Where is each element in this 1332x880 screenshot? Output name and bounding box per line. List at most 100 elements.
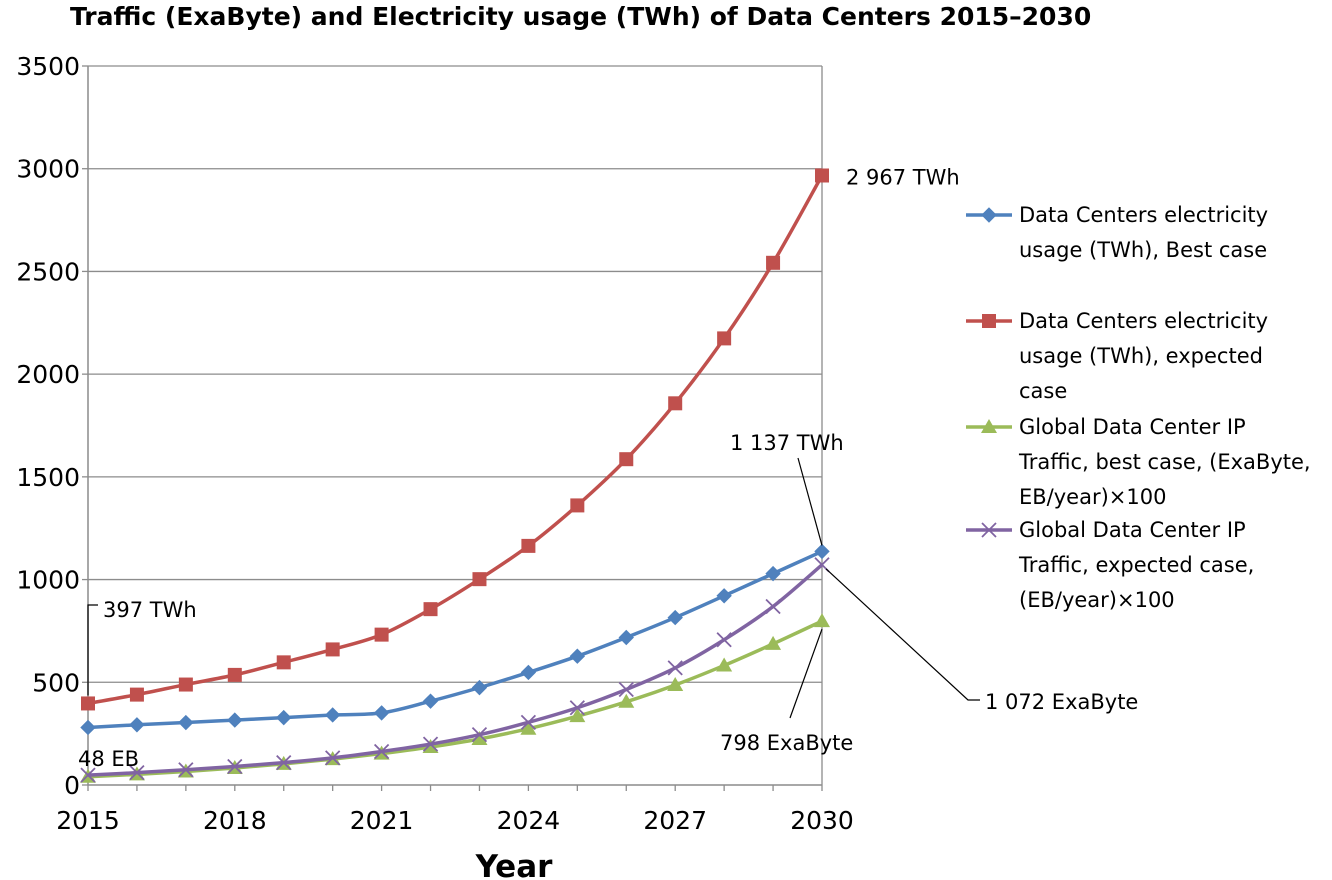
data-point xyxy=(716,632,732,648)
data-point xyxy=(276,754,292,771)
marker-stroke xyxy=(981,522,997,538)
data-point xyxy=(619,452,634,467)
data-point xyxy=(325,750,341,766)
data-point xyxy=(569,648,586,664)
y-tick-label: 3500 xyxy=(16,52,80,81)
data-point xyxy=(766,255,781,270)
x-tick-label: 2021 xyxy=(350,806,414,835)
data-point xyxy=(423,602,438,617)
legend-label: Data Centers electricity xyxy=(1019,309,1268,333)
data-point xyxy=(374,627,389,642)
annotation-leader xyxy=(825,568,980,701)
data-point xyxy=(814,613,830,628)
data-point xyxy=(129,717,145,733)
legend-swatch-marker xyxy=(982,314,996,328)
series-line xyxy=(87,563,824,777)
marker-stroke xyxy=(814,557,830,573)
data-point xyxy=(569,708,586,723)
x-axis-ticks: 2015 2018 2021 2024 2027 2030 xyxy=(56,806,854,835)
series-line xyxy=(87,619,823,779)
data-point xyxy=(765,565,781,582)
data-point xyxy=(422,693,439,709)
marker-stroke xyxy=(471,727,488,743)
marker-stroke xyxy=(667,660,683,676)
series-2 xyxy=(81,168,829,711)
data-point xyxy=(765,598,781,615)
data-point xyxy=(520,664,537,681)
data-point xyxy=(324,707,341,723)
x-axis-label: Year xyxy=(475,849,554,880)
data-point xyxy=(667,676,684,691)
data-point xyxy=(129,687,144,702)
y-tick-label: 0 xyxy=(64,771,80,800)
marker-stroke xyxy=(569,700,585,716)
legend-label: Data Centers electricity xyxy=(1019,203,1268,227)
data-point xyxy=(716,657,733,672)
y-tick-label: 3000 xyxy=(16,155,80,184)
legend-entry-1: Data Centers electricity usage (TWh), Bes… xyxy=(966,203,1268,262)
data-point xyxy=(814,543,830,560)
data-point xyxy=(422,738,439,753)
annotation-leader xyxy=(87,604,98,696)
annotation-layer: 2 967 TWh 1 137 TWh 397 TWh 1 072 ExaByte 79… xyxy=(78,165,1138,771)
x-tick-label: 2027 xyxy=(643,806,707,835)
annotation-leader xyxy=(797,457,823,546)
x-tick-label: 2024 xyxy=(497,806,561,835)
x-tick-label: 2018 xyxy=(203,806,267,835)
data-point xyxy=(227,758,243,775)
marker-stroke xyxy=(178,762,194,778)
legend-label: case xyxy=(1019,379,1067,403)
data-point xyxy=(227,712,243,728)
legend-swatch-marker xyxy=(981,207,997,223)
data-point xyxy=(471,679,488,696)
data-point xyxy=(570,498,585,513)
x-tick-label: 2015 xyxy=(56,806,120,835)
data-point xyxy=(667,660,683,676)
data-point xyxy=(472,572,487,587)
annotation-label: 1 137 TWh xyxy=(730,431,844,455)
data-point xyxy=(716,588,732,604)
marker-stroke xyxy=(520,714,537,730)
data-point xyxy=(618,629,634,646)
y-tick-label: 2500 xyxy=(16,257,80,286)
data-point xyxy=(520,714,537,730)
data-point xyxy=(471,730,488,745)
marker-stroke xyxy=(716,632,732,648)
annotation-label: 1 072 ExaByte xyxy=(985,690,1138,714)
data-point xyxy=(276,655,291,670)
data-point xyxy=(373,705,390,721)
grid xyxy=(88,65,823,785)
data-point xyxy=(422,736,439,752)
y-tick-label: 1500 xyxy=(16,463,80,492)
legend-label: usage (TWh), Best case xyxy=(1019,238,1267,262)
series-line xyxy=(87,549,823,730)
legend-label: usage (TWh), expected xyxy=(1019,344,1263,368)
data-point xyxy=(276,709,292,726)
data-point xyxy=(373,743,390,760)
marker-stroke xyxy=(80,767,96,783)
x-tick-label: 2030 xyxy=(790,806,854,835)
series-layer xyxy=(80,168,830,783)
data-point xyxy=(178,677,193,692)
marker-stroke xyxy=(129,765,145,781)
data-point xyxy=(668,396,683,411)
annotation-label: 397 TWh xyxy=(103,598,197,622)
legend: Data Centers electricity usage (TWh), Bes… xyxy=(966,203,1311,612)
y-tick-label: 1000 xyxy=(16,566,80,595)
data-point xyxy=(227,667,242,682)
annotation-leader xyxy=(789,628,823,719)
legend-label: (EB/year)×100 xyxy=(1019,588,1175,612)
data-point xyxy=(618,693,635,708)
data-point xyxy=(81,696,95,711)
data-point xyxy=(178,762,194,778)
data-point xyxy=(717,331,732,346)
data-point xyxy=(471,727,488,743)
marker-stroke xyxy=(227,758,243,775)
series-3 xyxy=(80,613,830,783)
data-point xyxy=(815,168,829,183)
legend-swatch-marker xyxy=(981,419,997,433)
y-axis-ticks: 0 500 1000 1500 2000 2500 3000 3500 xyxy=(16,52,80,800)
data-point xyxy=(765,635,782,650)
legend-entry-2: Data Centers electricity usage (TWh), exp… xyxy=(966,309,1268,403)
